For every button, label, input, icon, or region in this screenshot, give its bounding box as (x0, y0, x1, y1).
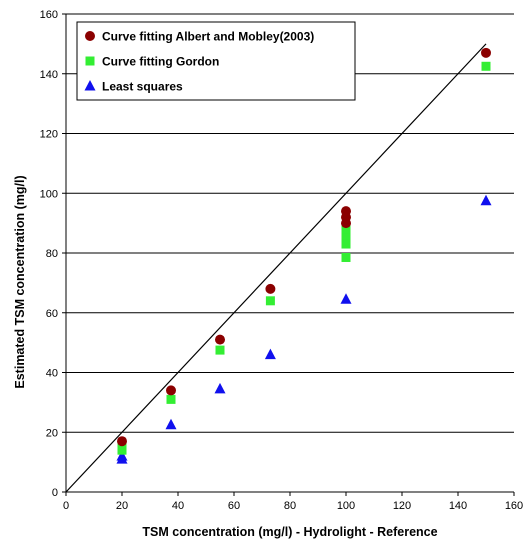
data-point-square (341, 239, 351, 249)
reference-line-group (65, 43, 487, 493)
data-point-circle (481, 47, 491, 58)
y-tick-label: 40 (46, 368, 58, 380)
y-axis-title: Estimated TSM concentration (mg/l) (13, 175, 27, 388)
legend-label: Curve fitting Albert and Mobley(2003) (102, 30, 314, 44)
data-point-triangle (165, 418, 177, 430)
legend-box (76, 21, 356, 101)
x-tick-label: 120 (393, 500, 411, 512)
data-point-circle (166, 385, 176, 396)
data-points (116, 47, 492, 464)
x-tick-label: 100 (337, 500, 355, 512)
legend-marker-triangle (84, 80, 96, 91)
data-point-circle (265, 283, 276, 294)
data-point-triangle (264, 348, 276, 360)
axes (62, 13, 515, 496)
legend-marker-circle (85, 31, 95, 41)
data-point-circle (341, 218, 351, 229)
y-tick-label: 160 (40, 9, 58, 21)
data-point-square (341, 227, 351, 237)
data-point-triangle (116, 453, 128, 464)
y-tick-labels: 0 20 40 60 80 100 120 140 160 (40, 9, 58, 499)
y-tick-label: 120 (40, 129, 58, 141)
x-tick-label: 160 (505, 500, 523, 512)
reference-line (65, 43, 487, 493)
x-tick-label: 140 (449, 500, 467, 512)
x-tick-label: 40 (172, 500, 184, 512)
x-tick-label: 60 (228, 500, 240, 512)
data-point-square (166, 394, 176, 404)
legend: Curve fitting Albert and Mobley(2003) Cur… (76, 21, 356, 101)
y-tick-label: 0 (52, 487, 58, 499)
x-tick-label: 0 (63, 500, 69, 512)
y-tick-label: 80 (46, 248, 58, 260)
data-point-circle (117, 436, 127, 447)
data-point-square (341, 252, 351, 262)
x-axis-title: TSM concentration (mg/l) - Hydrolight - … (142, 525, 437, 539)
data-point-square (481, 61, 491, 71)
data-point-triangle (214, 382, 226, 394)
y-tick-label: 100 (40, 188, 58, 200)
legend-label: Curve fitting Gordon (102, 55, 219, 69)
data-point-square (265, 296, 275, 306)
y-tick-label: 140 (40, 69, 58, 81)
data-point-square (215, 345, 225, 355)
legend-marker-square (85, 56, 95, 66)
data-point-triangle (480, 194, 492, 206)
x-tick-labels: 0 20 40 60 80 100 120 140 160 (63, 500, 523, 512)
legend-label: Least squares (102, 80, 183, 94)
data-point-square (117, 445, 127, 455)
y-tick-label: 20 (46, 427, 58, 439)
data-point-square (341, 233, 351, 243)
y-tick-label: 60 (46, 308, 58, 320)
x-tick-label: 80 (284, 500, 296, 512)
data-point-circle (215, 334, 225, 345)
data-point-triangle (340, 293, 352, 304)
x-tick-label: 20 (116, 500, 128, 512)
